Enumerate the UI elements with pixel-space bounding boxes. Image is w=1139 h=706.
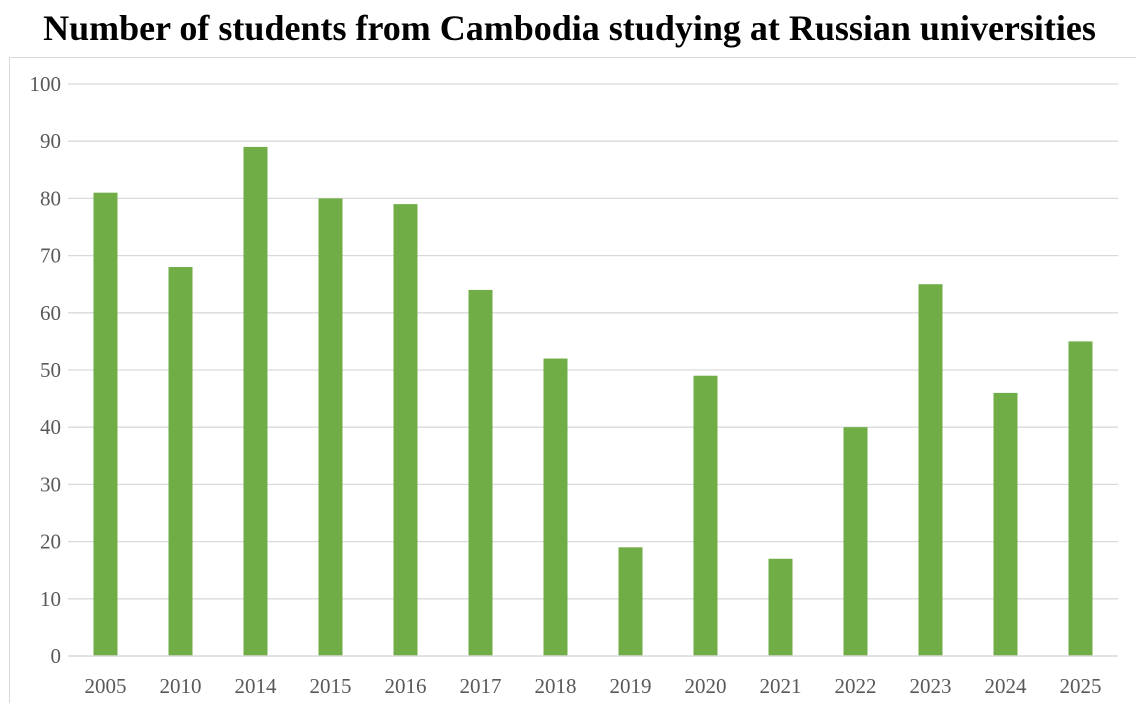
y-tick-label: 10 [40,587,61,611]
gridlines [68,83,1118,600]
bar-2014 [243,146,268,657]
x-axis-tick-labels: 2005 2010 2014 2015 2016 2017 2018 2019 2020 2021… [85,674,1102,698]
bar-2005 [93,192,118,656]
y-tick-label: 100 [30,72,62,96]
y-tick-label: 0 [51,644,62,668]
x-tick-label: 2021 [760,674,802,698]
x-tick-label: 2010 [160,674,202,698]
x-tick-label: 2024 [985,674,1028,698]
bar-2024 [993,392,1018,656]
bar-2010 [168,267,193,656]
bar-2020 [693,375,718,656]
x-tick-label: 2015 [310,674,352,698]
bar-2022 [843,427,868,656]
y-axis-tick-labels: 0 10 20 30 40 50 60 70 80 90 100 [30,72,62,668]
y-tick-label: 50 [40,358,61,382]
y-tick-label: 30 [40,472,61,496]
x-tick-label: 2025 [1060,674,1102,698]
x-tick-label: 2017 [460,674,502,698]
y-tick-label: 90 [40,129,61,153]
bar-2016 [393,204,418,656]
y-tick-label: 80 [40,186,61,210]
x-tick-label: 2005 [85,674,127,698]
bar-2023 [918,284,943,656]
bars [93,146,1093,657]
chart-frame [9,57,1136,703]
y-tick-label: 70 [40,244,61,268]
x-tick-label: 2016 [385,674,427,698]
bar-2021 [768,558,793,656]
chart-title: Number of students from Cambodia studyin… [43,8,1096,48]
x-tick-label: 2018 [535,674,577,698]
x-tick-label: 2020 [685,674,727,698]
x-tick-label: 2019 [610,674,652,698]
bar-2015 [318,198,343,656]
y-tick-label: 20 [40,530,61,554]
bar-2017 [468,289,493,656]
bar-2025 [1068,341,1093,656]
bar-2018 [543,358,568,656]
x-tick-label: 2014 [235,674,278,698]
y-tick-label: 60 [40,301,61,325]
y-tick-label: 40 [40,415,61,439]
bar-2019 [618,547,643,656]
x-tick-label: 2023 [910,674,952,698]
x-tick-label: 2022 [835,674,877,698]
